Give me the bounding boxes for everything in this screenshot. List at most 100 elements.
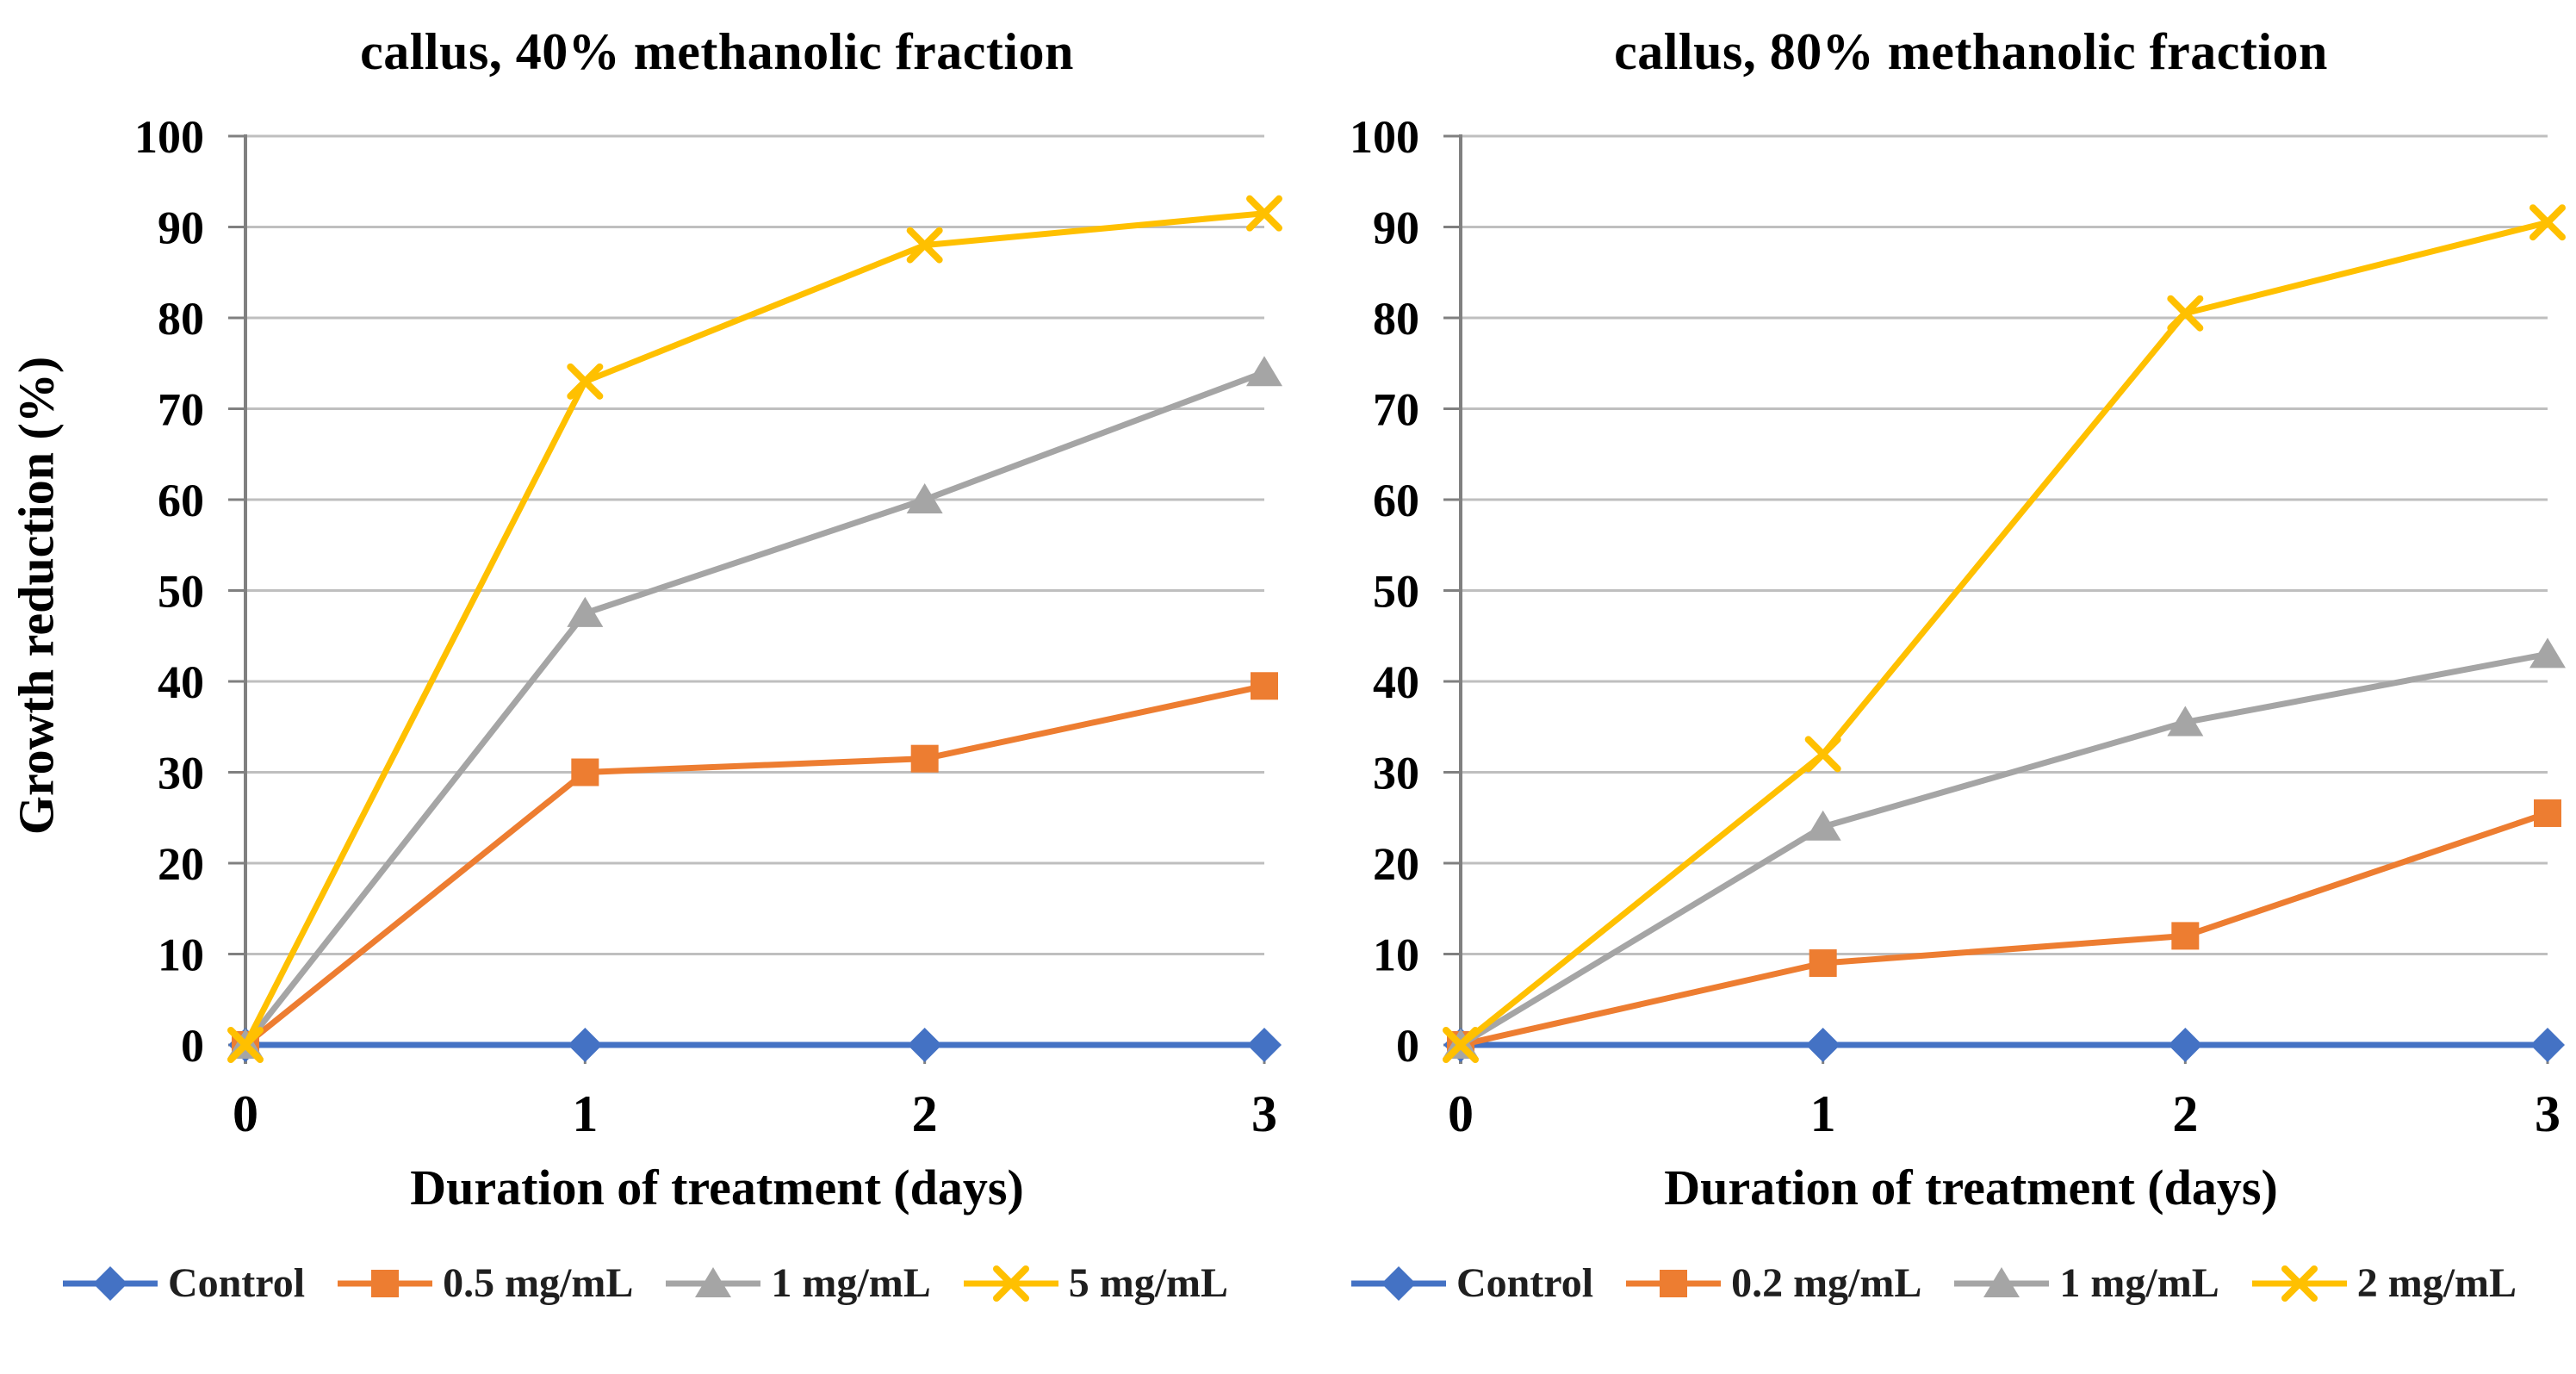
y-tick-label: 0 [181, 1020, 204, 1072]
legend-label: 5 mg/mL [1068, 1260, 1229, 1306]
chart-title: callus, 40% methanolic fraction [360, 23, 1074, 80]
data-point-marker [2168, 1028, 2203, 1062]
x-tick-label: 0 [1448, 1085, 1474, 1142]
legend-marker-shape [1381, 1265, 1416, 1301]
legend-label: 0.5 mg/mL [443, 1260, 634, 1306]
legend-label: Control [167, 1260, 306, 1306]
data-point-marker [1246, 195, 1282, 232]
legend-item-0-2-mg-ml: 0.2 mg/mL [1623, 1259, 1921, 1307]
y-tick-label: 40 [158, 656, 204, 708]
series-line [242, 210, 1268, 1048]
x-axis-title: Duration of treatment (days) [410, 1160, 1024, 1215]
y-tick-label: 20 [1373, 838, 1419, 890]
plot-area: 0 10 20 30 40 50 60 70 80 90 100 0 1 2 3 [1350, 111, 2566, 1142]
legend-item-0-5-mg-ml: 0.5 mg/mL [334, 1259, 633, 1307]
legend-item-control: Control [59, 1259, 305, 1307]
data-point-marker [910, 744, 939, 773]
series-line [1457, 650, 2551, 1048]
series-line [242, 682, 1268, 1048]
x-tick-label: 1 [572, 1085, 598, 1142]
legend-marker-shape [2281, 1265, 2318, 1302]
data-point-marker [2167, 295, 2204, 332]
x-tick-label: 3 [2535, 1085, 2560, 1142]
x-tick-label: 3 [1251, 1085, 1277, 1142]
data-point-marker [906, 483, 943, 513]
data-point-marker [1805, 1028, 1840, 1062]
legend-marker [1350, 1265, 1446, 1301]
legend-marker [963, 1265, 1058, 1302]
legend-label: 1 mg/mL [771, 1260, 931, 1306]
legend-label: 0.2 mg/mL [1731, 1260, 1922, 1306]
legend-item-5-mg-ml: 5 mg/mL [960, 1259, 1228, 1307]
y-tick-label: 100 [1350, 111, 1419, 163]
y-tick-label: 10 [158, 929, 204, 981]
x-tick-label: 1 [1810, 1085, 1836, 1142]
plot-area: 0 10 20 30 40 50 60 70 80 90 100 0 1 2 3 [134, 111, 1282, 1142]
data-point-marker [1251, 672, 1278, 700]
data-point-marker [2529, 637, 2566, 668]
data-point-marker [907, 1028, 942, 1062]
y-tick-label: 50 [158, 566, 204, 618]
x-axis-title: Duration of treatment (days) [1664, 1160, 2278, 1215]
data-point-marker [2534, 799, 2561, 827]
data-point-marker [568, 1028, 603, 1062]
legend: Control 0.2 mg/mL 1 mg/mL 2 mg/mL [1288, 1259, 2576, 1307]
data-point-marker [2529, 204, 2566, 241]
legend-label: Control [1456, 1260, 1594, 1306]
legend-marker [62, 1265, 158, 1301]
data-point-marker [1246, 356, 1282, 387]
data-point-marker [1809, 949, 1837, 978]
x-tick-label: 2 [2172, 1085, 2198, 1142]
y-tick-label: 70 [1373, 384, 1419, 436]
legend-marker [666, 1266, 761, 1297]
legend-marker [1954, 1266, 2050, 1297]
series-5-mg-ml [227, 195, 1282, 1063]
y-tick-label: 60 [158, 475, 204, 526]
y-tick-label: 0 [1396, 1020, 1419, 1072]
y-tick-label: 50 [1373, 566, 1419, 618]
legend-item-1-mg-ml: 1 mg/mL [662, 1259, 931, 1307]
series-line [1457, 810, 2551, 1048]
legend-marker-shape [1660, 1269, 1688, 1297]
y-tick-label: 60 [1373, 475, 1419, 526]
legend-marker [338, 1269, 433, 1297]
y-tick-label: 100 [134, 111, 204, 163]
y-tick-label: 80 [158, 293, 204, 345]
data-point-marker [1247, 1028, 1282, 1062]
data-point-marker [1443, 1027, 1479, 1063]
data-point-marker [567, 363, 604, 400]
y-tick-label: 30 [1373, 748, 1419, 799]
chart-callus-80: callus, 80% methanolic fraction 0 10 20 30 4… [1288, 0, 2576, 1374]
legend-item-1-mg-ml: 1 mg/mL [1951, 1259, 2219, 1307]
legend-marker [1626, 1269, 1722, 1297]
series-1-mg-ml [1443, 637, 2566, 1059]
chart-callus-40: callus, 40% methanolic fraction Growth r… [0, 23, 1288, 1307]
data-point-marker [227, 1027, 264, 1063]
y-tick-label: 10 [1373, 929, 1419, 981]
data-point-marker [2530, 1028, 2565, 1062]
series-line [1457, 219, 2551, 1048]
legend-item-2-mg-ml: 2 mg/mL [2249, 1259, 2517, 1307]
legend-marker-shape [992, 1265, 1029, 1302]
y-tick-label: 20 [158, 838, 204, 890]
series-control [1443, 1028, 2565, 1062]
series-control [228, 1028, 1282, 1062]
data-point-marker [1804, 736, 1841, 773]
data-point-marker [567, 596, 604, 627]
legend-item-control: Control [1348, 1259, 1593, 1307]
x-tick-label: 0 [233, 1085, 258, 1142]
legend: Control 0.5 mg/mL 1 mg/mL 5 mg/mL [0, 1259, 1288, 1307]
series-line [242, 369, 1268, 1048]
series-0-2-mg-ml [1447, 799, 2561, 1059]
data-point-marker [2167, 706, 2204, 737]
series-2-mg-ml [1443, 204, 2566, 1063]
data-point-marker [1804, 810, 1841, 841]
chart-title: callus, 80% methanolic fraction [1614, 23, 2328, 80]
data-point-marker [906, 227, 943, 264]
y-tick-label: 90 [158, 202, 204, 254]
legend-marker-shape [1983, 1266, 2020, 1297]
x-tick-label: 2 [912, 1085, 938, 1142]
legend-marker [2251, 1265, 2347, 1302]
y-tick-label: 70 [158, 384, 204, 436]
